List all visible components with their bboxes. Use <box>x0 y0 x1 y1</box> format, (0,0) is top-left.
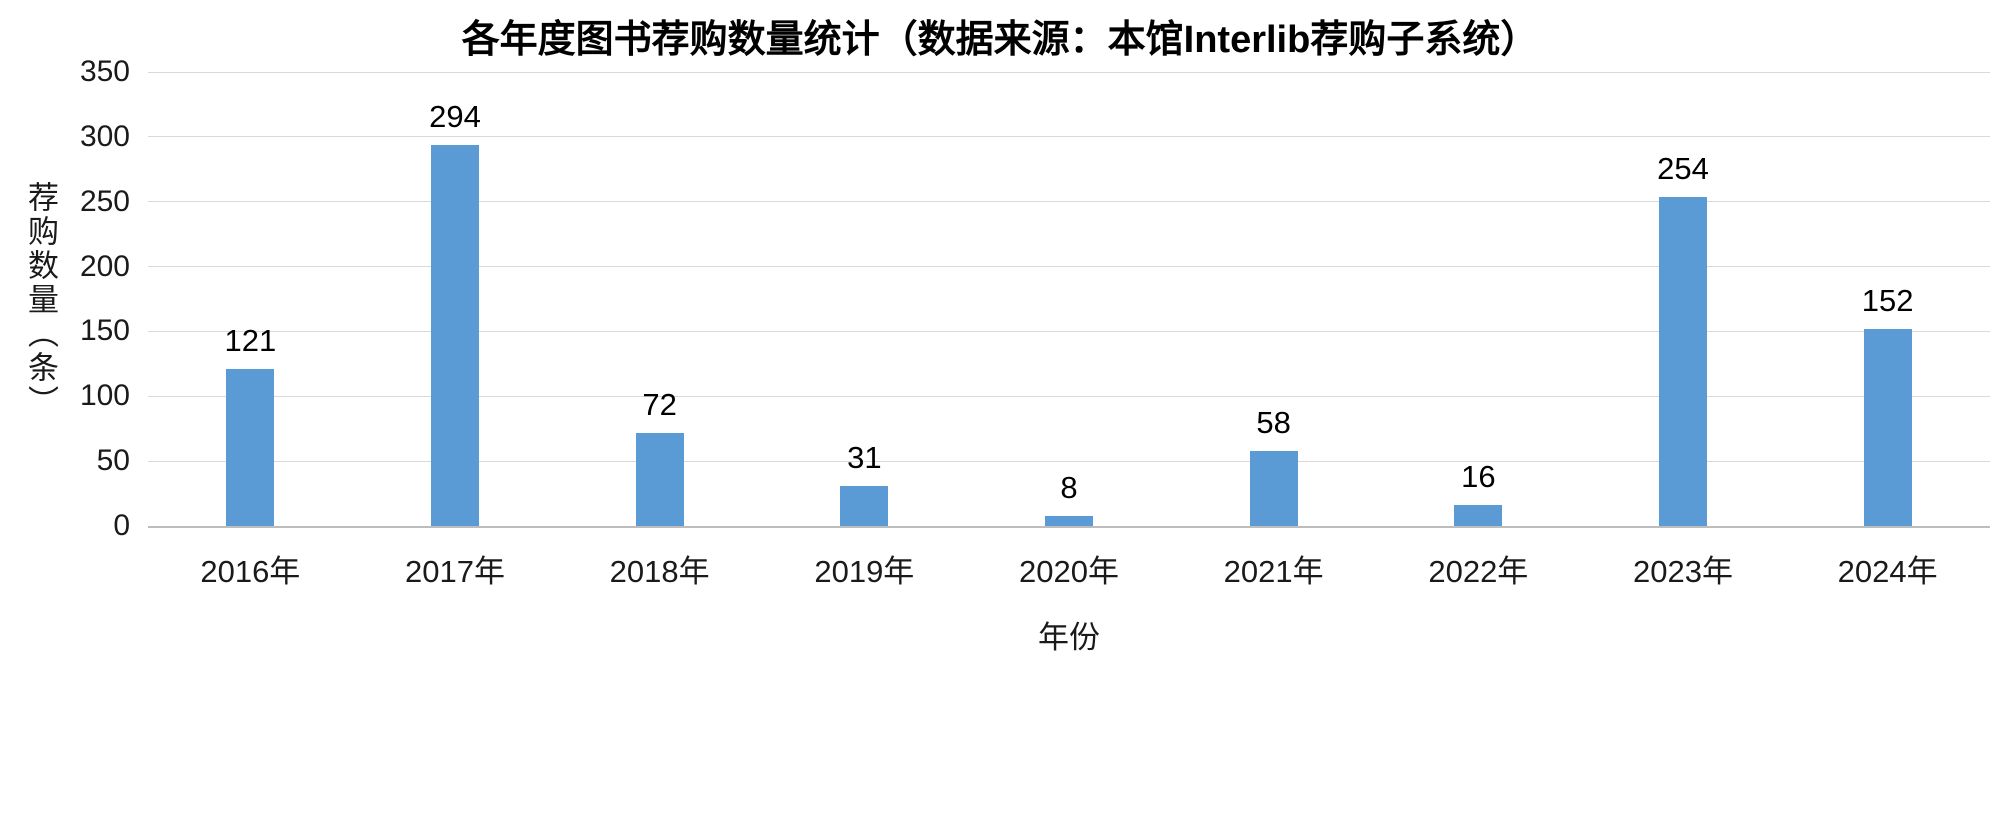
gridline <box>148 136 1990 138</box>
bar-value-label: 8 <box>1060 469 1078 505</box>
y-tick-label: 300 <box>79 119 130 153</box>
bar-value-label: 16 <box>1461 459 1496 495</box>
bar-value-label: 121 <box>224 323 277 359</box>
gridline <box>148 460 1990 462</box>
bar-value-label: 294 <box>429 98 481 134</box>
gridline <box>148 395 1990 397</box>
y-tick-label: 200 <box>79 249 130 283</box>
x-tick-label: 2024年 <box>1837 554 1938 589</box>
gridline <box>148 71 1990 73</box>
bar-2024年 <box>1863 328 1912 526</box>
bar-value-label: 152 <box>1861 282 1914 318</box>
x-axis-ticks: 2016年 2017年 2018年 2019年 2020年 2021年 2022年 2023年… <box>148 546 1990 589</box>
bar-value-label: 31 <box>847 439 882 475</box>
y-tick-label: 250 <box>79 184 130 218</box>
y-tick-label: 150 <box>79 314 130 348</box>
y-tick-label: 350 <box>79 55 130 88</box>
gridline <box>148 330 1990 332</box>
x-tick-label: 2020年 <box>1019 554 1119 589</box>
bar-value-label: 58 <box>1256 404 1291 440</box>
bar-2022年 <box>1454 505 1503 526</box>
y-axis-title: 荐购数量（条） <box>23 181 58 419</box>
bar-2017年 <box>431 144 479 526</box>
bar-value-label: 254 <box>1657 150 1709 186</box>
x-tick-label: 2022年 <box>1428 554 1529 589</box>
x-tick-label: 2023年 <box>1633 554 1733 589</box>
x-axis-title: 年份 <box>1038 620 1100 655</box>
x-tick-label: 2019年 <box>814 554 915 589</box>
chart-title: 各年度图书荐购数量统计（数据来源：本馆Interlib荐购子系统） <box>461 19 1539 61</box>
x-tick-label: 2016年 <box>200 554 301 589</box>
bar-value-label: 72 <box>642 386 677 422</box>
y-tick-label: 0 <box>113 509 130 542</box>
x-tick-label: 2018年 <box>609 554 710 589</box>
bar-2020年 <box>1045 515 1093 526</box>
y-tick-label: 100 <box>79 379 130 413</box>
gridline <box>148 266 1990 268</box>
y-axis-ticks: 0 50 100 150 200 250 300 350 <box>0 55 130 542</box>
y-tick-label: 50 <box>96 444 130 478</box>
x-tick-label: 2021年 <box>1223 554 1324 589</box>
bar-2023年 <box>1659 196 1707 526</box>
gridline <box>148 201 1990 203</box>
plot-area: 121 294 72 31 8 58 16 254 152 <box>148 71 1990 528</box>
bar-2019年 <box>840 485 889 526</box>
bar-2021年 <box>1249 450 1298 526</box>
bar-2018年 <box>635 432 684 526</box>
bar-2016年 <box>226 369 275 526</box>
x-tick-label: 2017年 <box>405 554 505 589</box>
